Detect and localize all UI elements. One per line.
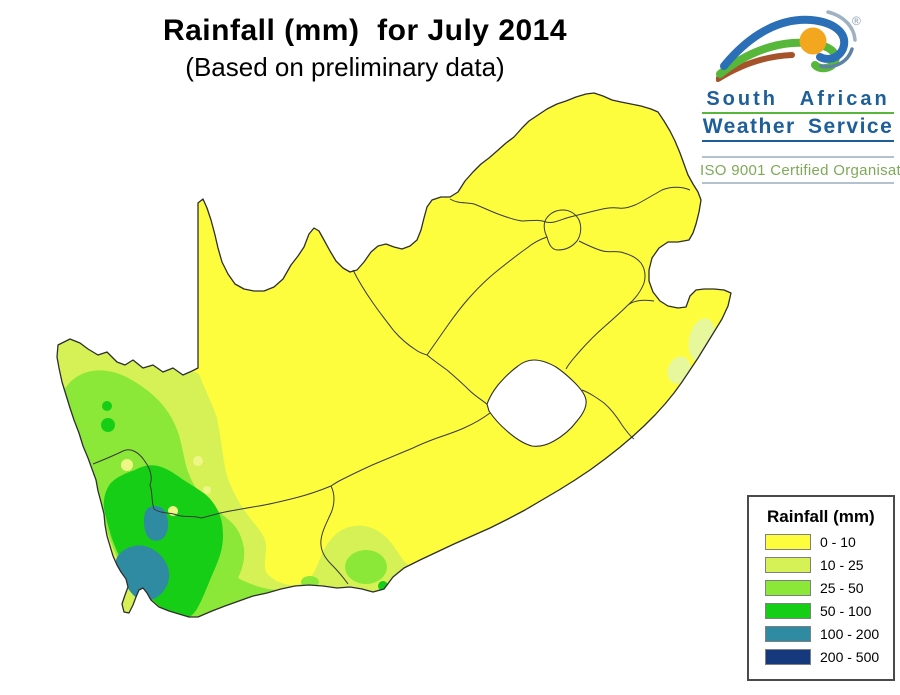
logo-gray-rule-top bbox=[702, 156, 894, 158]
band-25-50-george bbox=[345, 550, 387, 584]
logo-org-line1: South African bbox=[706, 88, 890, 110]
border-northwest-northerncape bbox=[352, 269, 489, 406]
registered-trademark-icon: ® bbox=[852, 14, 861, 28]
border-limpopo-south bbox=[449, 186, 691, 223]
logo-iso-text: ISO 9001 Certified Organisation bbox=[700, 162, 900, 179]
legend-swatch-50-100 bbox=[765, 602, 811, 619]
logo-blue-rule bbox=[702, 140, 894, 142]
lesotho-enclave bbox=[486, 359, 587, 447]
legend-swatch-0-10 bbox=[765, 533, 811, 550]
border-easterncape-kzn bbox=[581, 389, 635, 440]
saws-swoosh-icon bbox=[716, 10, 857, 82]
logo-org-line2: Weather Service bbox=[702, 115, 894, 138]
pale-dot-1 bbox=[121, 459, 133, 471]
band-100-200-capetown bbox=[115, 545, 170, 601]
band-50-100-dot-2 bbox=[101, 418, 115, 432]
legend-title: Rainfall (mm) bbox=[767, 507, 875, 526]
legend-label-25-50: 25 - 50 bbox=[820, 579, 864, 596]
legend-swatch-10-25 bbox=[765, 556, 811, 573]
page-title: Rainfall (mm) for July 2014 bbox=[162, 14, 568, 47]
border-northwest-freestate bbox=[426, 236, 548, 356]
page-subtitle: (Based on preliminary data) bbox=[185, 52, 505, 82]
pale-dot-2 bbox=[193, 456, 203, 466]
legend-row: 0 - 10 bbox=[765, 533, 893, 550]
legend-swatch-25-50 bbox=[765, 579, 811, 596]
logo-gray-rule-bottom bbox=[702, 182, 894, 184]
legend: Rainfall (mm) 0 - 10 10 - 25 25 - 50 50 … bbox=[747, 495, 895, 681]
legend-label-0-10: 0 - 10 bbox=[820, 533, 856, 550]
saws-logo: ® South African Weather Service ISO 9001… bbox=[700, 6, 900, 185]
legend-row: 25 - 50 bbox=[765, 579, 893, 596]
border-gauteng bbox=[543, 209, 582, 251]
legend-label-200-500: 200 - 500 bbox=[820, 648, 880, 665]
legend-row: 10 - 25 bbox=[765, 556, 893, 573]
band-50-100-dot-1 bbox=[102, 401, 112, 411]
band-25-50-coast-dot bbox=[301, 576, 319, 588]
legend-swatch-100-200 bbox=[765, 625, 811, 642]
band-100-200-north bbox=[144, 505, 168, 541]
logo-green-rule bbox=[702, 112, 894, 114]
border-cape-provinces bbox=[92, 412, 491, 585]
pale-dot-3 bbox=[203, 486, 211, 494]
legend-label-100-200: 100 - 200 bbox=[820, 625, 880, 642]
legend-label-50-100: 50 - 100 bbox=[820, 602, 872, 619]
band-50-100-core bbox=[103, 465, 223, 617]
border-mpumalanga-kzn-freestate bbox=[565, 240, 655, 370]
province-borders bbox=[92, 186, 691, 585]
legend-row: 200 - 500 bbox=[765, 648, 893, 665]
legend-label-10-25: 10 - 25 bbox=[820, 556, 864, 573]
legend-row: 100 - 200 bbox=[765, 625, 893, 642]
legend-swatch-200-500 bbox=[765, 648, 811, 665]
legend-row: 50 - 100 bbox=[765, 602, 893, 619]
